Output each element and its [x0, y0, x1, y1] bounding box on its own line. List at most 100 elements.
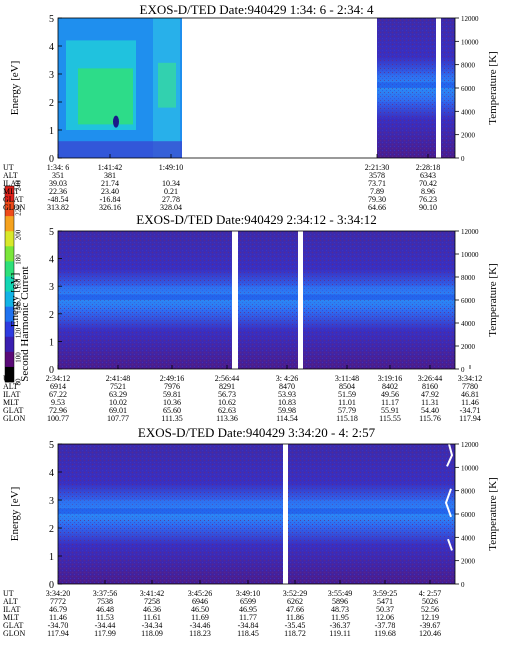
orbit-value: 47.92 [421, 390, 439, 399]
orbit-value: 114.54 [276, 414, 298, 423]
orbit-value: 76.23 [419, 195, 437, 204]
orbit-value: 7976 [164, 382, 180, 391]
orbit-value: 47.66 [286, 605, 304, 614]
orbit-value: 118.09 [141, 629, 163, 638]
orbit-value: 11.69 [191, 613, 209, 622]
colorbar-tick-label: 140 [15, 303, 23, 314]
temperature-axis-label: Temperature [K] [487, 51, 499, 124]
colorbar-tick-label: 200 [15, 229, 23, 240]
orbit-value: 90.10 [419, 203, 437, 212]
orbit-value: 3:55:49 [328, 589, 352, 598]
orbit-value: 59.98 [278, 406, 296, 415]
orbit-value: 0.21 [164, 187, 178, 196]
orbit-value: 1:41:42 [98, 163, 122, 172]
temperature-tick-label: 4000 [461, 108, 476, 116]
orbit-value: -34.34 [142, 621, 163, 630]
orbit-value: 65.60 [163, 406, 181, 415]
orbit-value: 11.46 [461, 398, 479, 407]
energy-tick-label: 4 [49, 468, 54, 479]
energy-tick-label: 4 [49, 255, 54, 266]
energy-tick-label: 5 [49, 14, 54, 25]
temperature-axis-label: Temperature [K] [487, 477, 499, 550]
orbit-value: 3:34:12 [458, 374, 482, 383]
orbit-value: 120.46 [419, 629, 441, 638]
orbit-value: 7538 [97, 597, 113, 606]
orbit-row-label: MLT [3, 187, 19, 196]
colorbar-tick-label: 180 [15, 254, 23, 265]
orbit-value: -34.70 [48, 621, 69, 630]
orbit-value: 49.56 [381, 390, 399, 399]
energy-tick-label: 0 [49, 580, 54, 591]
orbit-value: 11.53 [96, 613, 114, 622]
orbit-row-label: UT [3, 163, 14, 172]
orbit-value: 46.81 [461, 390, 479, 399]
orbit-value: 6343 [420, 171, 436, 180]
orbit-row-label: GLON [3, 629, 25, 638]
orbit-value: 326.16 [99, 203, 121, 212]
orbit-value: 3:41:42 [140, 589, 164, 598]
spectrogram-core-band [58, 508, 283, 514]
orbit-value: 117.94 [47, 629, 69, 638]
temperature-tick-label: 12000 [461, 15, 479, 23]
orbit-value: 115.55 [379, 414, 401, 423]
orbit-value: 3:19:16 [378, 374, 402, 383]
orbit-value: 62.63 [218, 406, 236, 415]
energy-tick-label: 0 [49, 365, 54, 376]
orbit-value: -39.67 [420, 621, 441, 630]
orbit-value: 381 [104, 171, 116, 180]
orbit-value: 51.59 [338, 390, 356, 399]
colorbar-tick-label: 240 [15, 180, 23, 191]
orbit-value: 328.04 [160, 203, 182, 212]
orbit-value: 3:52:29 [283, 589, 307, 598]
spectrogram-hot-region [78, 68, 133, 125]
orbit-value: 4: 2:57 [419, 589, 441, 598]
orbit-value: 5026 [422, 597, 438, 606]
orbit-value: 10.62 [218, 398, 236, 407]
orbit-value: 6599 [240, 597, 256, 606]
energy-tick-label: 2 [49, 310, 54, 321]
orbit-value: 70.42 [419, 179, 437, 188]
orbit-value: 8504 [339, 382, 355, 391]
energy-tick-label: 5 [49, 440, 54, 451]
orbit-value: -34.46 [190, 621, 211, 630]
orbit-value: 10.36 [163, 398, 181, 407]
energy-tick-label: 5 [49, 227, 54, 238]
orbit-value: 3578 [369, 171, 385, 180]
orbit-value: 113.36 [216, 414, 238, 423]
orbit-value: 50.37 [376, 605, 394, 614]
orbit-value: 73.71 [368, 179, 386, 188]
temperature-tick-label: 12000 [461, 441, 479, 449]
orbit-value: 12.19 [421, 613, 439, 622]
spectrogram-hot-region [158, 62, 176, 108]
temperature-tick-label: 10000 [461, 38, 479, 46]
orbit-value: 11.61 [143, 613, 161, 622]
orbit-value: 5471 [377, 597, 393, 606]
spectrogram-panel: EXOS-D/TED Date:940429 3:34:20 - 4: 2:57… [3, 425, 499, 638]
energy-tick-label: 2 [49, 524, 54, 535]
orbit-row-label: ALT [3, 171, 18, 180]
orbit-value: 3:49:10 [236, 589, 260, 598]
temperature-tick-label: 10000 [461, 464, 479, 472]
orbit-value: 6914 [50, 382, 66, 391]
panel-title: EXOS-D/TED Date:940429 1:34: 6 - 2:34: 4 [140, 2, 374, 17]
energy-axis-label: Energy [eV] [9, 273, 21, 327]
orbit-value: 115.76 [419, 414, 441, 423]
spectrogram-hot-region [58, 141, 182, 158]
colorbar-swatch [5, 276, 14, 292]
orbit-value: 119.11 [329, 629, 350, 638]
orbit-value: 46.50 [191, 605, 209, 614]
colorbar: 80 100 120 140 160 180 200 220 240 Second Harmoni… [4, 180, 31, 386]
orbit-value: 11.01 [338, 398, 356, 407]
energy-tick-label: 3 [49, 70, 54, 81]
orbit-value: 118.45 [237, 629, 259, 638]
orbit-value: 11.95 [331, 613, 349, 622]
energy-tick-label: 2 [49, 98, 54, 109]
orbit-value: 22.36 [49, 187, 67, 196]
spectrogram-core-band [58, 294, 232, 300]
orbit-value: 46.48 [96, 605, 114, 614]
energy-tick-label: 0 [49, 154, 54, 165]
orbit-value: 8291 [219, 382, 235, 391]
colorbar-swatch [5, 216, 14, 232]
spectrogram-core-band [288, 508, 455, 514]
temperature-tick-label: 8000 [461, 62, 476, 70]
